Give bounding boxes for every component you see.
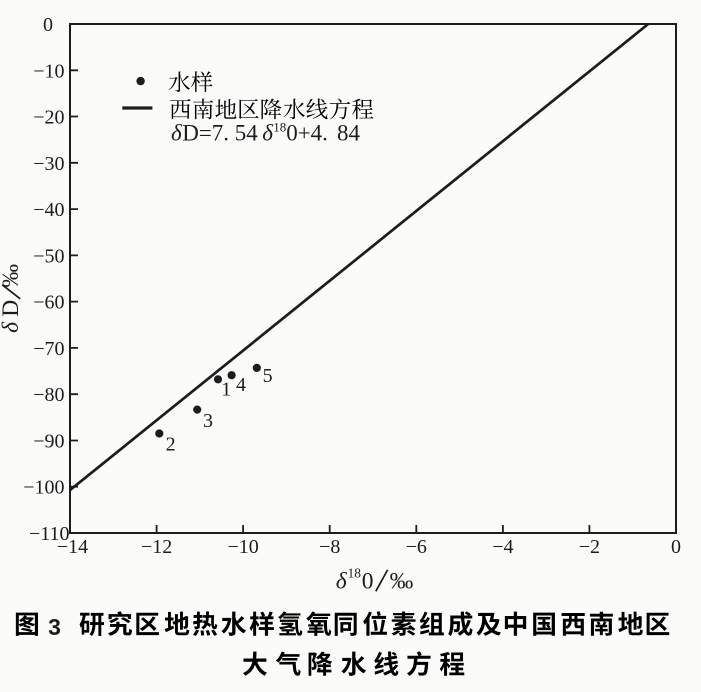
svg-text:−50: −50 [33,245,64,267]
svg-text:−20: −20 [33,107,64,129]
svg-text:18: 18 [348,566,362,581]
svg-text:−100: −100 [23,477,64,499]
svg-text:−10: −10 [227,536,258,558]
svg-text:−80: −80 [33,384,64,406]
svg-text:−30: −30 [33,153,64,175]
svg-text:5: 5 [263,365,273,387]
svg-text:δ: δ [336,569,348,595]
svg-text:2: 2 [166,434,176,456]
svg-text:−70: −70 [33,338,64,360]
svg-text:‰: ‰ [390,569,414,595]
svg-text:−4: −4 [492,536,513,558]
svg-text:0: 0 [362,569,374,595]
svg-text:4: 4 [236,374,246,396]
svg-text:−40: −40 [33,199,64,221]
svg-text:D=7. 54: D=7. 54 [182,121,258,146]
svg-text:−10: −10 [33,60,64,82]
svg-text:−60: −60 [33,292,64,314]
svg-text:δ: δ [171,121,182,146]
svg-text:δ: δ [262,121,273,146]
svg-text:18: 18 [273,120,286,135]
svg-text:‰: ‰ [0,264,24,288]
svg-text:0+4.: 0+4. [286,121,328,146]
svg-text:δ: δ [0,321,24,333]
svg-text:−14: −14 [57,536,88,558]
svg-text:0: 0 [43,14,53,36]
svg-text:−110: −110 [29,523,70,545]
svg-text:3: 3 [48,614,61,640]
svg-text:1: 1 [221,379,231,401]
svg-text:D: D [0,300,24,317]
svg-text:0: 0 [671,536,681,558]
svg-text:84: 84 [337,121,361,146]
svg-text:−6: −6 [406,536,427,558]
svg-text:−8: −8 [319,536,340,558]
svg-text:−12: −12 [141,536,172,558]
svg-text:3: 3 [203,410,213,432]
svg-text:−2: −2 [579,536,600,558]
svg-text:−90: −90 [33,431,64,453]
